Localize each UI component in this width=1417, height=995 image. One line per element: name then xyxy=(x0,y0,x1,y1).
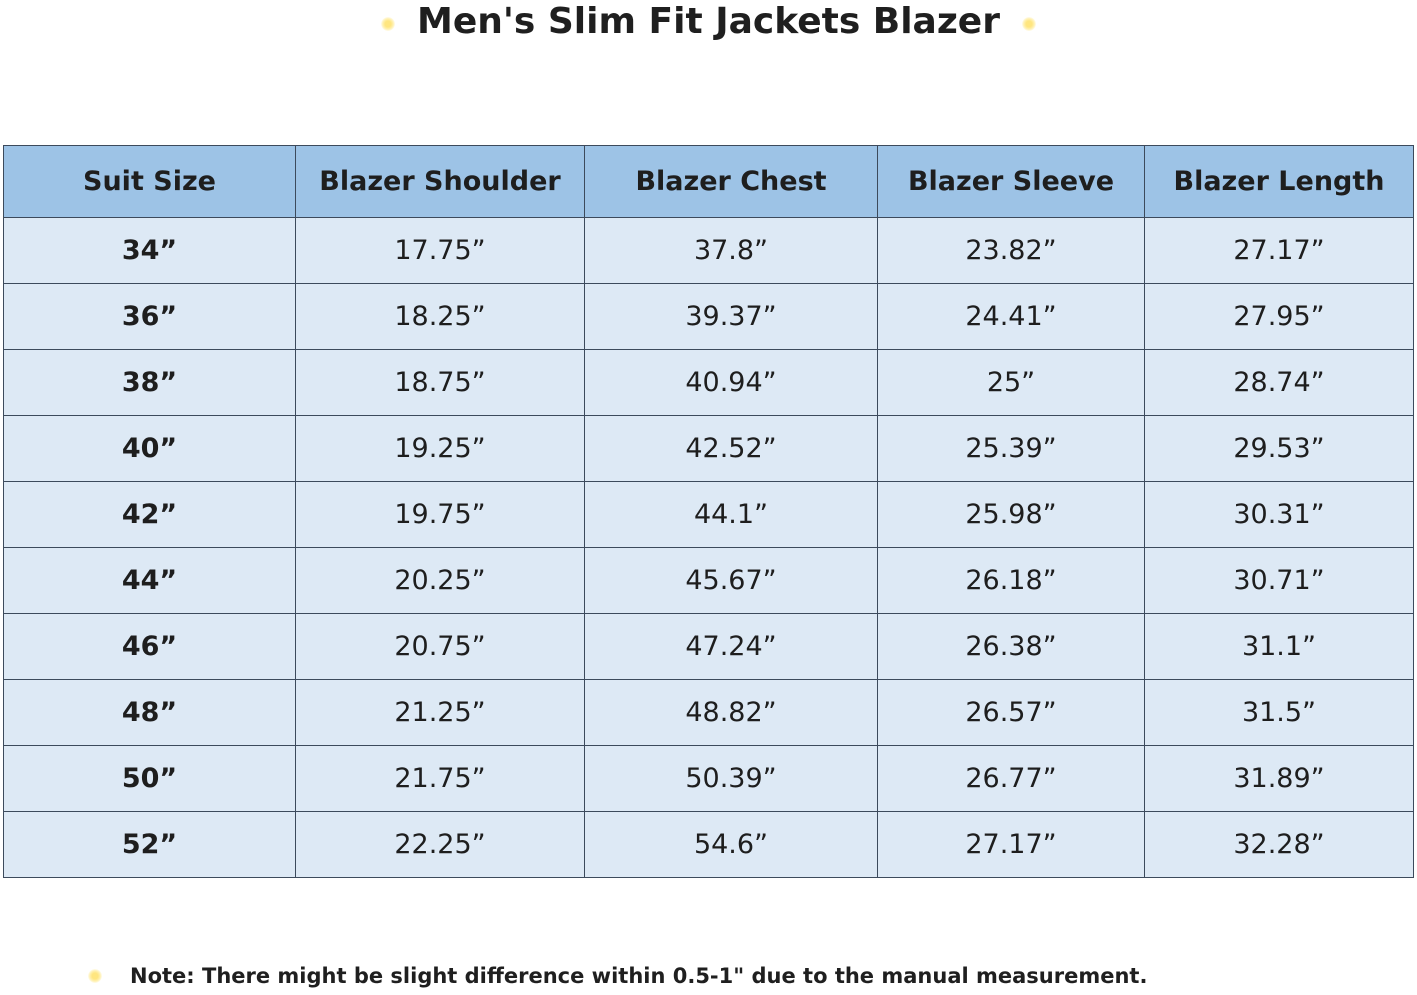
cell-blazer-chest: 37.8” xyxy=(584,217,878,284)
cell-blazer-length: 30.71” xyxy=(1144,547,1414,614)
table-row: 36” 18.25” 39.37” 24.41” 27.95” xyxy=(3,283,1414,350)
measurement-note: Note: There might be slight difference w… xyxy=(130,964,1148,988)
cell-suit-size: 34” xyxy=(3,217,296,284)
header-blazer-sleeve: Blazer Sleeve xyxy=(877,145,1145,218)
cell-blazer-sleeve: 26.57” xyxy=(877,679,1145,746)
cell-blazer-shoulder: 20.75” xyxy=(295,613,585,680)
table-row: 44” 20.25” 45.67” 26.18” 30.71” xyxy=(3,547,1414,614)
cell-suit-size: 40” xyxy=(3,415,296,482)
cell-blazer-chest: 42.52” xyxy=(584,415,878,482)
cell-blazer-length: 32.28” xyxy=(1144,811,1414,878)
cell-blazer-shoulder: 19.25” xyxy=(295,415,585,482)
cell-blazer-length: 31.5” xyxy=(1144,679,1414,746)
cell-blazer-shoulder: 21.25” xyxy=(295,679,585,746)
cell-suit-size: 48” xyxy=(3,679,296,746)
cell-blazer-chest: 45.67” xyxy=(584,547,878,614)
cell-blazer-sleeve: 26.18” xyxy=(877,547,1145,614)
table-row: 40” 19.25” 42.52” 25.39” 29.53” xyxy=(3,415,1414,482)
cell-blazer-chest: 54.6” xyxy=(584,811,878,878)
cell-blazer-sleeve: 25” xyxy=(877,349,1145,416)
cell-blazer-sleeve: 23.82” xyxy=(877,217,1145,284)
title-row: Men's Slim Fit Jackets Blazer xyxy=(0,0,1417,44)
cell-blazer-length: 28.74” xyxy=(1144,349,1414,416)
table-row: 46” 20.75” 47.24” 26.38” 31.1” xyxy=(3,613,1414,680)
header-blazer-shoulder: Blazer Shoulder xyxy=(295,145,585,218)
cell-blazer-length: 30.31” xyxy=(1144,481,1414,548)
header-blazer-length: Blazer Length xyxy=(1144,145,1414,218)
yellow-dot-icon xyxy=(1021,17,1036,31)
cell-blazer-shoulder: 22.25” xyxy=(295,811,585,878)
cell-blazer-length: 29.53” xyxy=(1144,415,1414,482)
cell-blazer-shoulder: 21.75” xyxy=(295,745,585,812)
cell-blazer-chest: 48.82” xyxy=(584,679,878,746)
cell-blazer-sleeve: 26.38” xyxy=(877,613,1145,680)
table-header-row: Suit Size Blazer Shoulder Blazer Chest B… xyxy=(3,145,1414,218)
header-blazer-chest: Blazer Chest xyxy=(584,145,878,218)
cell-blazer-sleeve: 24.41” xyxy=(877,283,1145,350)
yellow-dot-icon xyxy=(88,969,102,983)
cell-blazer-shoulder: 18.25” xyxy=(295,283,585,350)
cell-blazer-sleeve: 25.39” xyxy=(877,415,1145,482)
cell-suit-size: 44” xyxy=(3,547,296,614)
cell-suit-size: 36” xyxy=(3,283,296,350)
table-row: 38” 18.75” 40.94” 25” 28.74” xyxy=(3,349,1414,416)
cell-blazer-shoulder: 18.75” xyxy=(295,349,585,416)
size-chart-table: Suit Size Blazer Shoulder Blazer Chest B… xyxy=(3,145,1414,878)
cell-suit-size: 46” xyxy=(3,613,296,680)
cell-blazer-length: 27.17” xyxy=(1144,217,1414,284)
cell-suit-size: 50” xyxy=(3,745,296,812)
header-suit-size: Suit Size xyxy=(3,145,296,218)
table-row: 42” 19.75” 44.1” 25.98” 30.31” xyxy=(3,481,1414,548)
cell-blazer-chest: 39.37” xyxy=(584,283,878,350)
cell-blazer-chest: 40.94” xyxy=(584,349,878,416)
page-title: Men's Slim Fit Jackets Blazer xyxy=(417,1,1000,42)
cell-suit-size: 52” xyxy=(3,811,296,878)
yellow-dot-icon xyxy=(381,17,396,31)
cell-suit-size: 42” xyxy=(3,481,296,548)
cell-blazer-chest: 44.1” xyxy=(584,481,878,548)
cell-blazer-shoulder: 20.25” xyxy=(295,547,585,614)
table-row: 50” 21.75” 50.39” 26.77” 31.89” xyxy=(3,745,1414,812)
cell-blazer-shoulder: 19.75” xyxy=(295,481,585,548)
table-row: 52” 22.25” 54.6” 27.17” 32.28” xyxy=(3,811,1414,878)
cell-suit-size: 38” xyxy=(3,349,296,416)
cell-blazer-chest: 47.24” xyxy=(584,613,878,680)
cell-blazer-length: 31.89” xyxy=(1144,745,1414,812)
note-row: Note: There might be slight difference w… xyxy=(88,958,1147,994)
cell-blazer-sleeve: 25.98” xyxy=(877,481,1145,548)
cell-blazer-sleeve: 27.17” xyxy=(877,811,1145,878)
cell-blazer-shoulder: 17.75” xyxy=(295,217,585,284)
table-row: 34” 17.75” 37.8” 23.82” 27.17” xyxy=(3,217,1414,284)
table-row: 48” 21.25” 48.82” 26.57” 31.5” xyxy=(3,679,1414,746)
cell-blazer-length: 31.1” xyxy=(1144,613,1414,680)
cell-blazer-sleeve: 26.77” xyxy=(877,745,1145,812)
cell-blazer-chest: 50.39” xyxy=(584,745,878,812)
cell-blazer-length: 27.95” xyxy=(1144,283,1414,350)
